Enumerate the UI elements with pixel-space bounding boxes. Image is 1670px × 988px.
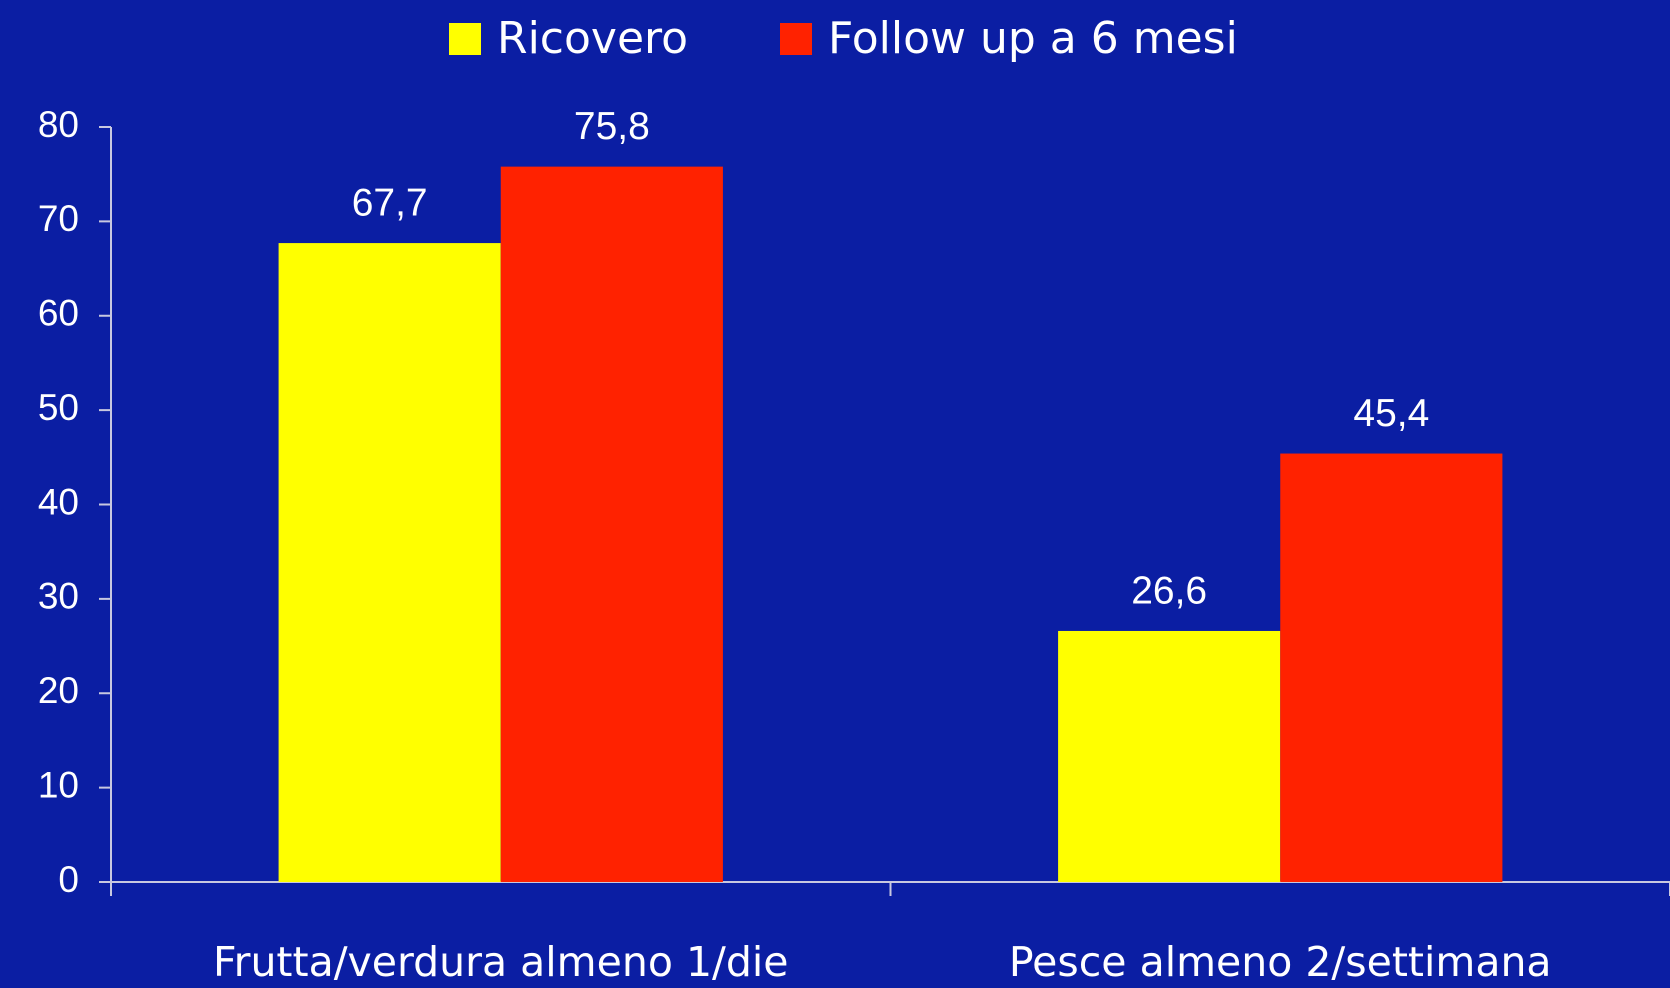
- value-label: 67,7: [352, 181, 428, 224]
- value-label: 75,8: [574, 105, 650, 148]
- x-tick-label: Pesce almeno 2/settimana: [1009, 938, 1552, 986]
- y-tick-label: 50: [38, 387, 79, 428]
- value-label: 26,6: [1131, 569, 1207, 612]
- value-label: 45,4: [1353, 392, 1429, 435]
- legend-label: Ricovero: [497, 13, 688, 64]
- y-tick-label: 60: [38, 293, 79, 334]
- legend-label: Follow up a 6 mesi: [828, 13, 1238, 64]
- y-tick-label: 10: [38, 764, 79, 805]
- y-tick-label: 80: [38, 104, 79, 145]
- y-tick-label: 30: [38, 576, 79, 617]
- legend-swatch: [780, 23, 812, 55]
- y-tick-label: 40: [38, 481, 79, 522]
- y-tick-label: 0: [58, 859, 79, 900]
- y-tick-label: 70: [38, 198, 79, 239]
- y-tick-label: 20: [38, 670, 79, 711]
- bar: [500, 166, 723, 882]
- bar: [1280, 453, 1503, 882]
- x-tick-label: Frutta/verdura almeno 1/die: [213, 938, 789, 986]
- legend-swatch: [449, 23, 481, 55]
- bar: [278, 243, 501, 883]
- bar: [1058, 630, 1281, 882]
